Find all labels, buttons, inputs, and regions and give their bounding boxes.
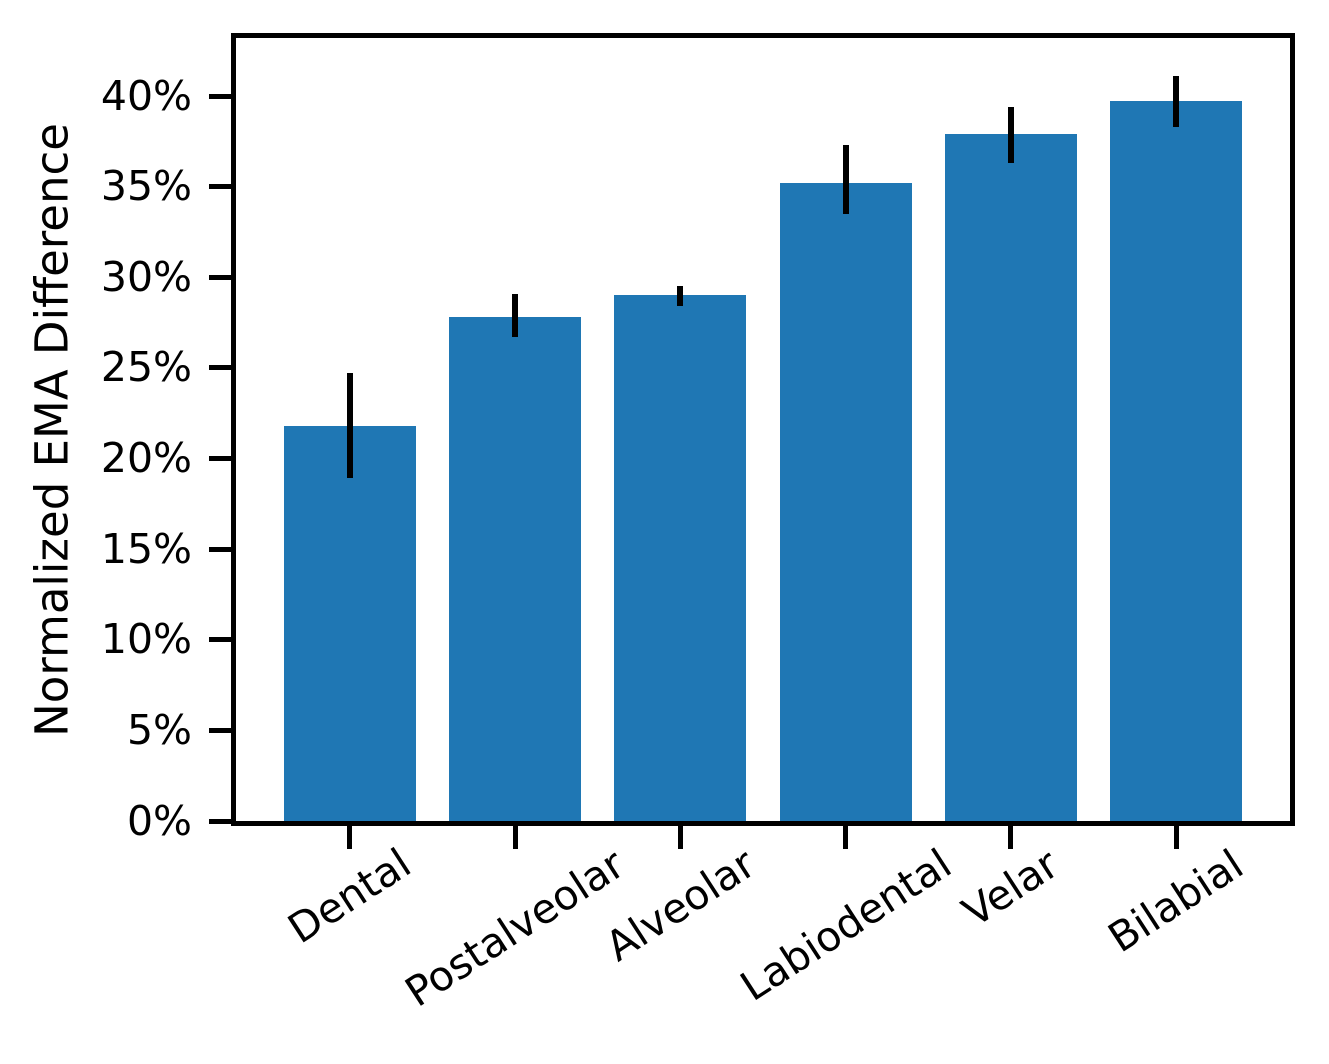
y-tick-label-35-: 35% <box>100 162 192 211</box>
y-tick-0- <box>209 818 236 824</box>
error-bar-postalveolar <box>512 293 519 338</box>
x-tick-label-dental: Dental <box>280 839 420 954</box>
y-tick-10- <box>209 637 236 643</box>
error-bar-alveolar <box>677 286 684 307</box>
bar-labiodental <box>779 183 912 821</box>
y-tick-label-30-: 30% <box>100 252 192 301</box>
plot-area <box>209 33 1295 849</box>
error-bar-velar <box>1007 106 1014 164</box>
x-tick-label-bilabial: Bilabial <box>1099 839 1252 962</box>
x-tick-velar <box>1008 826 1014 849</box>
x-tick-label-postalveolar: Postalveolar <box>397 839 634 1017</box>
y-tick-25- <box>209 365 236 371</box>
bar-velar <box>944 134 1077 821</box>
y-tick-20- <box>209 456 236 461</box>
y-tick-label-25-: 25% <box>100 343 192 392</box>
bar-alveolar <box>614 295 747 821</box>
x-tick-label-velar: Velar <box>954 839 1068 937</box>
y-tick-label-5-: 5% <box>126 705 192 754</box>
error-bar-labiodental <box>842 144 849 214</box>
x-tick-dental <box>347 826 353 849</box>
y-tick-label-0-: 0% <box>126 796 192 845</box>
y-tick-15- <box>209 546 236 552</box>
error-bar-bilabial <box>1173 76 1179 127</box>
y-tick-label-10-: 10% <box>100 615 192 664</box>
x-tick-label-labiodental: Labiodental <box>731 839 960 1011</box>
x-tick-alveolar <box>677 826 683 849</box>
bar-dental <box>283 425 417 821</box>
bar-postalveolar <box>449 317 582 821</box>
y-tick-30- <box>209 274 236 280</box>
y-tick-label-15-: 15% <box>100 524 192 573</box>
y-tick-35- <box>209 184 236 190</box>
y-tick-40- <box>209 93 236 99</box>
x-tick-label-alveolar: Alveolar <box>597 839 764 971</box>
y-tick-label-40-: 40% <box>100 71 192 120</box>
y-tick-label-20-: 20% <box>100 434 192 482</box>
x-tick-bilabial <box>1173 826 1179 849</box>
error-bar-dental <box>346 373 353 479</box>
bar-bilabial <box>1109 101 1243 821</box>
y-tick-5- <box>209 727 236 733</box>
x-tick-labiodental <box>843 826 849 849</box>
x-tick-postalveolar <box>512 826 518 849</box>
